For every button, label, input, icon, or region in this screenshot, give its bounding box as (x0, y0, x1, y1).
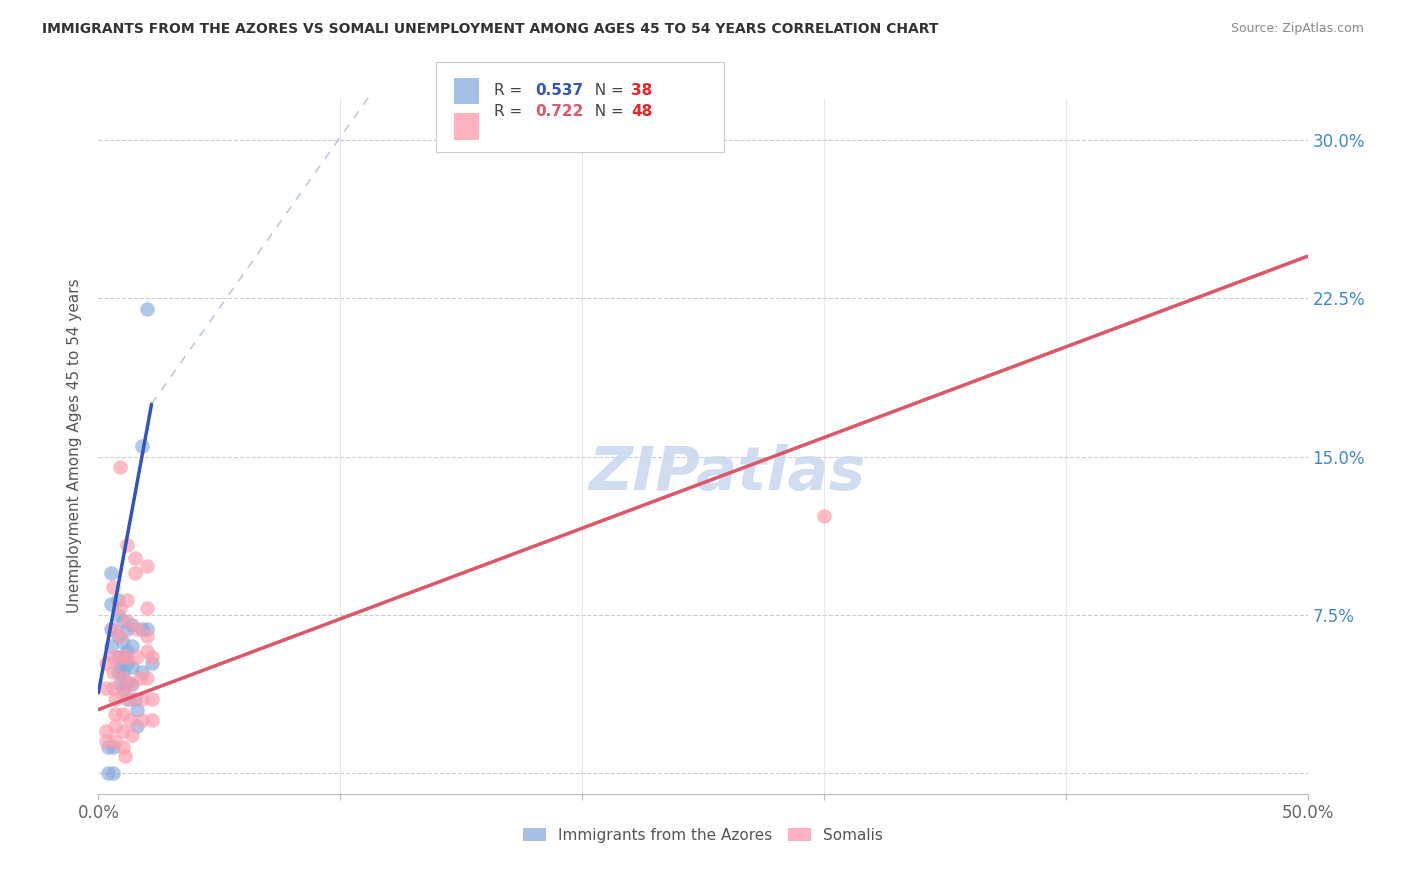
Point (131, 623, 153, 637)
Point (111, 723, 134, 738)
Point (124, 566, 146, 580)
Point (117, 643, 139, 657)
Point (124, 692, 146, 706)
Point (117, 623, 139, 637)
Text: ZIPatlas: ZIPatlas (589, 444, 866, 503)
Point (97, 765, 120, 780)
Point (121, 660, 143, 674)
Point (121, 618, 143, 632)
Point (108, 649, 131, 664)
Point (118, 692, 141, 706)
Point (100, 623, 122, 637)
Point (141, 713, 163, 727)
Point (94, 656, 117, 670)
Point (111, 681, 134, 696)
Point (117, 656, 139, 670)
Point (127, 719, 149, 733)
Point (100, 640, 122, 654)
Point (118, 677, 141, 691)
Point (117, 675, 139, 690)
Point (100, 597, 122, 611)
Point (101, 623, 124, 637)
Point (107, 629, 129, 643)
Point (108, 601, 131, 615)
Point (101, 681, 124, 696)
Text: 38: 38 (631, 83, 652, 98)
Point (101, 740, 124, 755)
Point (107, 665, 129, 679)
Point (131, 692, 153, 706)
Point (104, 692, 127, 706)
Point (108, 460, 131, 475)
Text: Source: ZipAtlas.com: Source: ZipAtlas.com (1230, 22, 1364, 36)
Point (111, 649, 134, 664)
Point (108, 660, 131, 674)
Point (127, 649, 149, 664)
Text: 48: 48 (631, 104, 652, 120)
Text: R =: R = (494, 104, 527, 120)
Point (111, 740, 134, 755)
Point (114, 748, 136, 763)
Point (135, 623, 157, 637)
Point (131, 713, 153, 727)
Point (111, 671, 134, 685)
Point (107, 649, 129, 664)
Point (135, 601, 157, 615)
Point (101, 649, 124, 664)
Point (141, 656, 163, 670)
Point (117, 692, 139, 706)
Point (135, 301, 157, 316)
Point (131, 665, 153, 679)
Legend: Immigrants from the Azores, Somalis: Immigrants from the Azores, Somalis (517, 822, 889, 849)
Point (141, 692, 163, 706)
Point (107, 593, 129, 607)
Point (94, 723, 117, 738)
Point (101, 580, 124, 594)
Point (121, 677, 143, 691)
Text: 0.722: 0.722 (536, 104, 583, 120)
Point (111, 686, 134, 700)
Point (97, 740, 120, 755)
Point (121, 640, 143, 654)
Point (813, 508, 835, 523)
Point (117, 593, 139, 607)
Point (101, 665, 124, 679)
Point (104, 719, 127, 733)
Point (135, 629, 157, 643)
Y-axis label: Unemployment Among Ages 45 to 54 years: Unemployment Among Ages 45 to 54 years (67, 278, 83, 614)
Point (104, 734, 127, 748)
Point (107, 607, 129, 622)
Text: R =: R = (494, 83, 527, 98)
Point (111, 614, 134, 628)
Point (111, 665, 134, 679)
Point (108, 629, 131, 643)
Text: 0.537: 0.537 (536, 83, 583, 98)
Point (100, 566, 122, 580)
Point (141, 649, 163, 664)
Point (111, 706, 134, 721)
Text: N =: N = (585, 83, 628, 98)
Point (128, 671, 150, 685)
Point (101, 765, 124, 780)
Text: IMMIGRANTS FROM THE AZORES VS SOMALI UNEMPLOYMENT AMONG AGES 45 TO 54 YEARS CORR: IMMIGRANTS FROM THE AZORES VS SOMALI UNE… (42, 22, 939, 37)
Point (117, 538, 139, 552)
Point (127, 702, 149, 716)
Point (118, 713, 141, 727)
Point (111, 635, 134, 649)
Point (135, 559, 157, 574)
Point (108, 677, 131, 691)
Point (124, 550, 146, 565)
Point (94, 681, 117, 696)
Point (117, 649, 139, 664)
Point (135, 643, 157, 657)
Point (94, 734, 117, 748)
Point (104, 706, 127, 721)
Point (131, 439, 153, 453)
Point (135, 671, 157, 685)
Point (127, 623, 149, 637)
Point (121, 728, 143, 742)
Point (117, 614, 139, 628)
Text: N =: N = (585, 104, 628, 120)
